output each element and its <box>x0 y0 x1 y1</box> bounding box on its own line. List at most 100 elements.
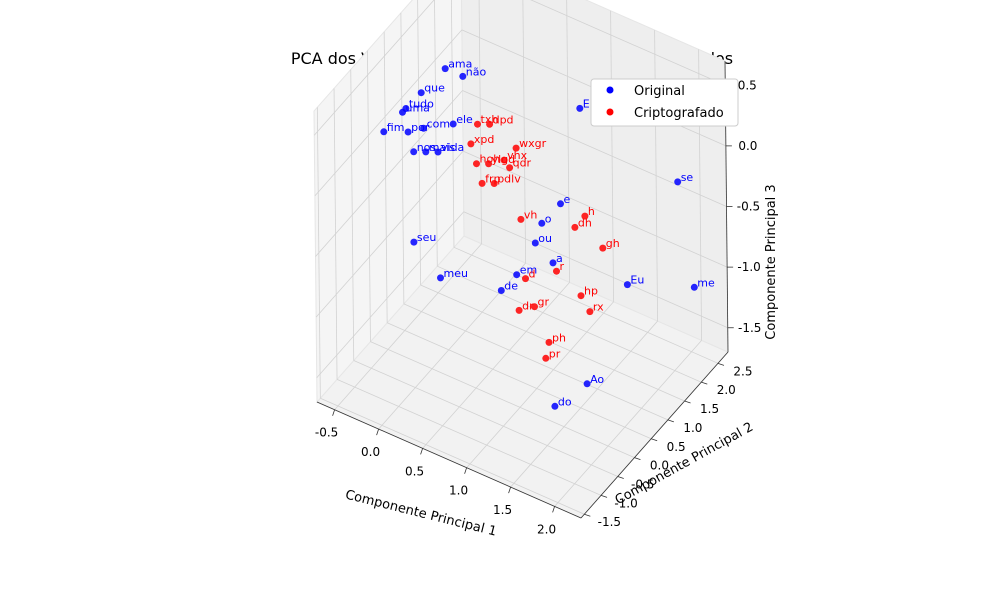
y-tick-label: 1.5 <box>700 402 719 416</box>
legend-label-original: Original <box>634 84 685 99</box>
y-grid-floor <box>403 303 669 421</box>
point-label-original-3: Eu <box>630 274 644 287</box>
x-tick-label: -0.5 <box>315 426 338 440</box>
x-grid-floor <box>334 243 482 410</box>
legend: Original Criptografado <box>590 78 739 127</box>
data-point-criptografado-13 <box>512 144 520 152</box>
point-label-criptografado-10: ph <box>552 331 566 344</box>
y-tick-mark <box>651 438 658 442</box>
point-label-original-13: e <box>564 193 571 206</box>
point-label-criptografado-14: ylgd <box>492 153 516 166</box>
y-tick-mark <box>667 419 674 423</box>
z-grid-left <box>314 29 463 197</box>
data-point-criptografado-15 <box>473 160 480 168</box>
x-grid-floor <box>510 320 658 488</box>
data-point-criptografado-1 <box>571 223 579 231</box>
x-tick-mark <box>420 448 423 455</box>
point-label-original-20: vida <box>441 141 464 154</box>
data-point-original-4 <box>583 380 591 388</box>
point-label-original-16: não <box>466 65 487 78</box>
x-grid-floor <box>466 301 614 468</box>
point-label-original-15: ama <box>448 58 472 71</box>
z-grid-back <box>530 0 726 86</box>
x-tick-mark <box>552 506 555 513</box>
z-tick-label: 0.0 <box>738 139 757 153</box>
y-tick-mark <box>717 362 725 366</box>
point-label-original-22: mais <box>429 141 456 154</box>
x-axis-line <box>316 401 582 519</box>
data-point-criptografado-9 <box>517 215 525 223</box>
point-label-criptografado-15: hoh <box>480 153 501 166</box>
data-point-criptografado-0 <box>581 212 589 220</box>
point-label-original-7: meu <box>444 267 468 280</box>
point-label-criptografado-7: gr <box>538 296 550 309</box>
point-label-criptografado-9: vh <box>524 208 538 221</box>
data-point-original-2 <box>690 283 698 291</box>
z-tick-label: -0.5 <box>737 200 760 214</box>
legend-box <box>590 78 739 127</box>
data-point-criptografado-20 <box>486 120 494 128</box>
data-point-original-8 <box>497 287 505 294</box>
y-tick-mark <box>684 400 691 404</box>
data-point-original-24 <box>399 108 406 116</box>
y-tick-label: 2.5 <box>733 364 752 378</box>
z-tick-label: 0.5 <box>738 78 757 92</box>
x-tick-mark <box>508 486 511 494</box>
y-axis-line <box>580 351 729 519</box>
y-tick-label: 2.0 <box>717 383 736 397</box>
x-grid-floor <box>554 340 702 507</box>
data-point-original-21 <box>449 120 457 128</box>
y-tick-label: 0.0 <box>650 459 669 473</box>
point-label-original-6: seu <box>417 231 436 244</box>
point-label-original-17: que <box>424 82 445 95</box>
data-point-original-20 <box>434 148 442 156</box>
y-grid-floor <box>386 322 652 440</box>
point-label-original-24: uma <box>406 101 430 114</box>
data-point-criptografado-3 <box>553 267 560 275</box>
point-label-original-5: do <box>558 395 572 408</box>
x-tick-mark <box>464 467 467 474</box>
data-point-original-17 <box>417 89 425 97</box>
x-tick-label: 1.0 <box>449 484 468 498</box>
z-tick-label: -1.0 <box>737 260 760 274</box>
legend-marker-original <box>606 86 614 94</box>
point-label-criptografado-12: vhx <box>507 149 527 162</box>
x-tick-label: 2.0 <box>537 522 556 536</box>
y-grid-floor <box>453 246 719 364</box>
point-label-criptografado-17: txh <box>481 113 499 126</box>
y-tick-mark <box>617 476 624 479</box>
data-point-original-7 <box>437 274 444 282</box>
data-point-criptografado-8 <box>515 306 523 314</box>
y-tick-mark <box>600 494 608 498</box>
y-tick-label: 1.0 <box>683 421 702 435</box>
data-point-criptografado-10 <box>545 338 553 346</box>
point-label-original-12: ou <box>538 232 552 245</box>
data-point-criptografado-11 <box>542 354 550 362</box>
data-point-criptografado-19 <box>506 164 514 172</box>
point-label-criptografado-2: gh <box>606 237 620 250</box>
y-tick-label: -1.5 <box>598 515 621 529</box>
data-point-original-11 <box>538 219 546 227</box>
data-point-original-6 <box>410 238 418 246</box>
data-point-original-12 <box>531 239 539 247</box>
data-point-criptografado-14 <box>485 160 493 168</box>
data-point-original-5 <box>551 402 559 410</box>
point-label-original-19: com <box>427 117 451 130</box>
data-point-original-9 <box>513 271 521 279</box>
point-label-criptografado-11: pr <box>549 347 561 360</box>
data-point-criptografado-16 <box>490 180 498 187</box>
y-grid-floor <box>370 341 635 459</box>
data-point-criptografado-12 <box>500 156 508 164</box>
data-point-criptografado-5 <box>586 308 594 316</box>
point-label-criptografado-5: rx <box>593 301 604 314</box>
x-tick-label: 1.5 <box>493 503 512 517</box>
data-point-original-3 <box>623 281 631 289</box>
data-point-criptografado-18 <box>478 179 486 187</box>
data-point-criptografado-4 <box>577 292 585 300</box>
y-tick-label: -1.0 <box>614 496 637 510</box>
y-tick-mark <box>701 381 708 385</box>
point-label-original-9: em <box>520 264 537 277</box>
point-label-criptografado-19: qdr <box>513 157 532 170</box>
